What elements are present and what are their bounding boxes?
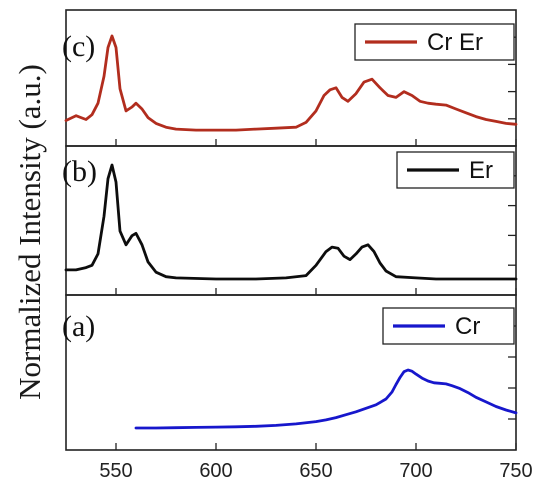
legend-label: Er [469,157,493,184]
legend: Cr Er [354,23,515,61]
x-tick-label: 650 [299,460,332,482]
panel-frame [65,294,517,451]
x-tick-label: 750 [499,460,532,482]
x-tick-label: 600 [199,460,232,482]
series-line [64,34,518,132]
legend: Er [396,151,515,189]
legend-box [382,307,515,345]
x-ticks-group: 550 600 650 700 750 [99,460,532,482]
panel-label: (c) [62,30,95,63]
panel-label: (b) [62,155,97,188]
x-tick-label: 700 [399,460,432,482]
x-tick-label: 550 [99,460,132,482]
panel-label: (a) [62,310,95,343]
panel-c: (c) Cr Er [62,9,518,147]
series-line [134,368,518,430]
series-line [64,163,518,281]
panel-a: (a) Cr [62,294,518,451]
panels-group: (c) Cr Er (b) Er (a) Cr [62,9,518,451]
legend: Cr [382,307,515,345]
panel-b: (b) Er [62,145,518,296]
legend-label: Cr [455,313,480,340]
legend-label: Cr Er [427,29,483,56]
y-axis-label: Normalized Intensity (a.u.) [12,64,47,400]
